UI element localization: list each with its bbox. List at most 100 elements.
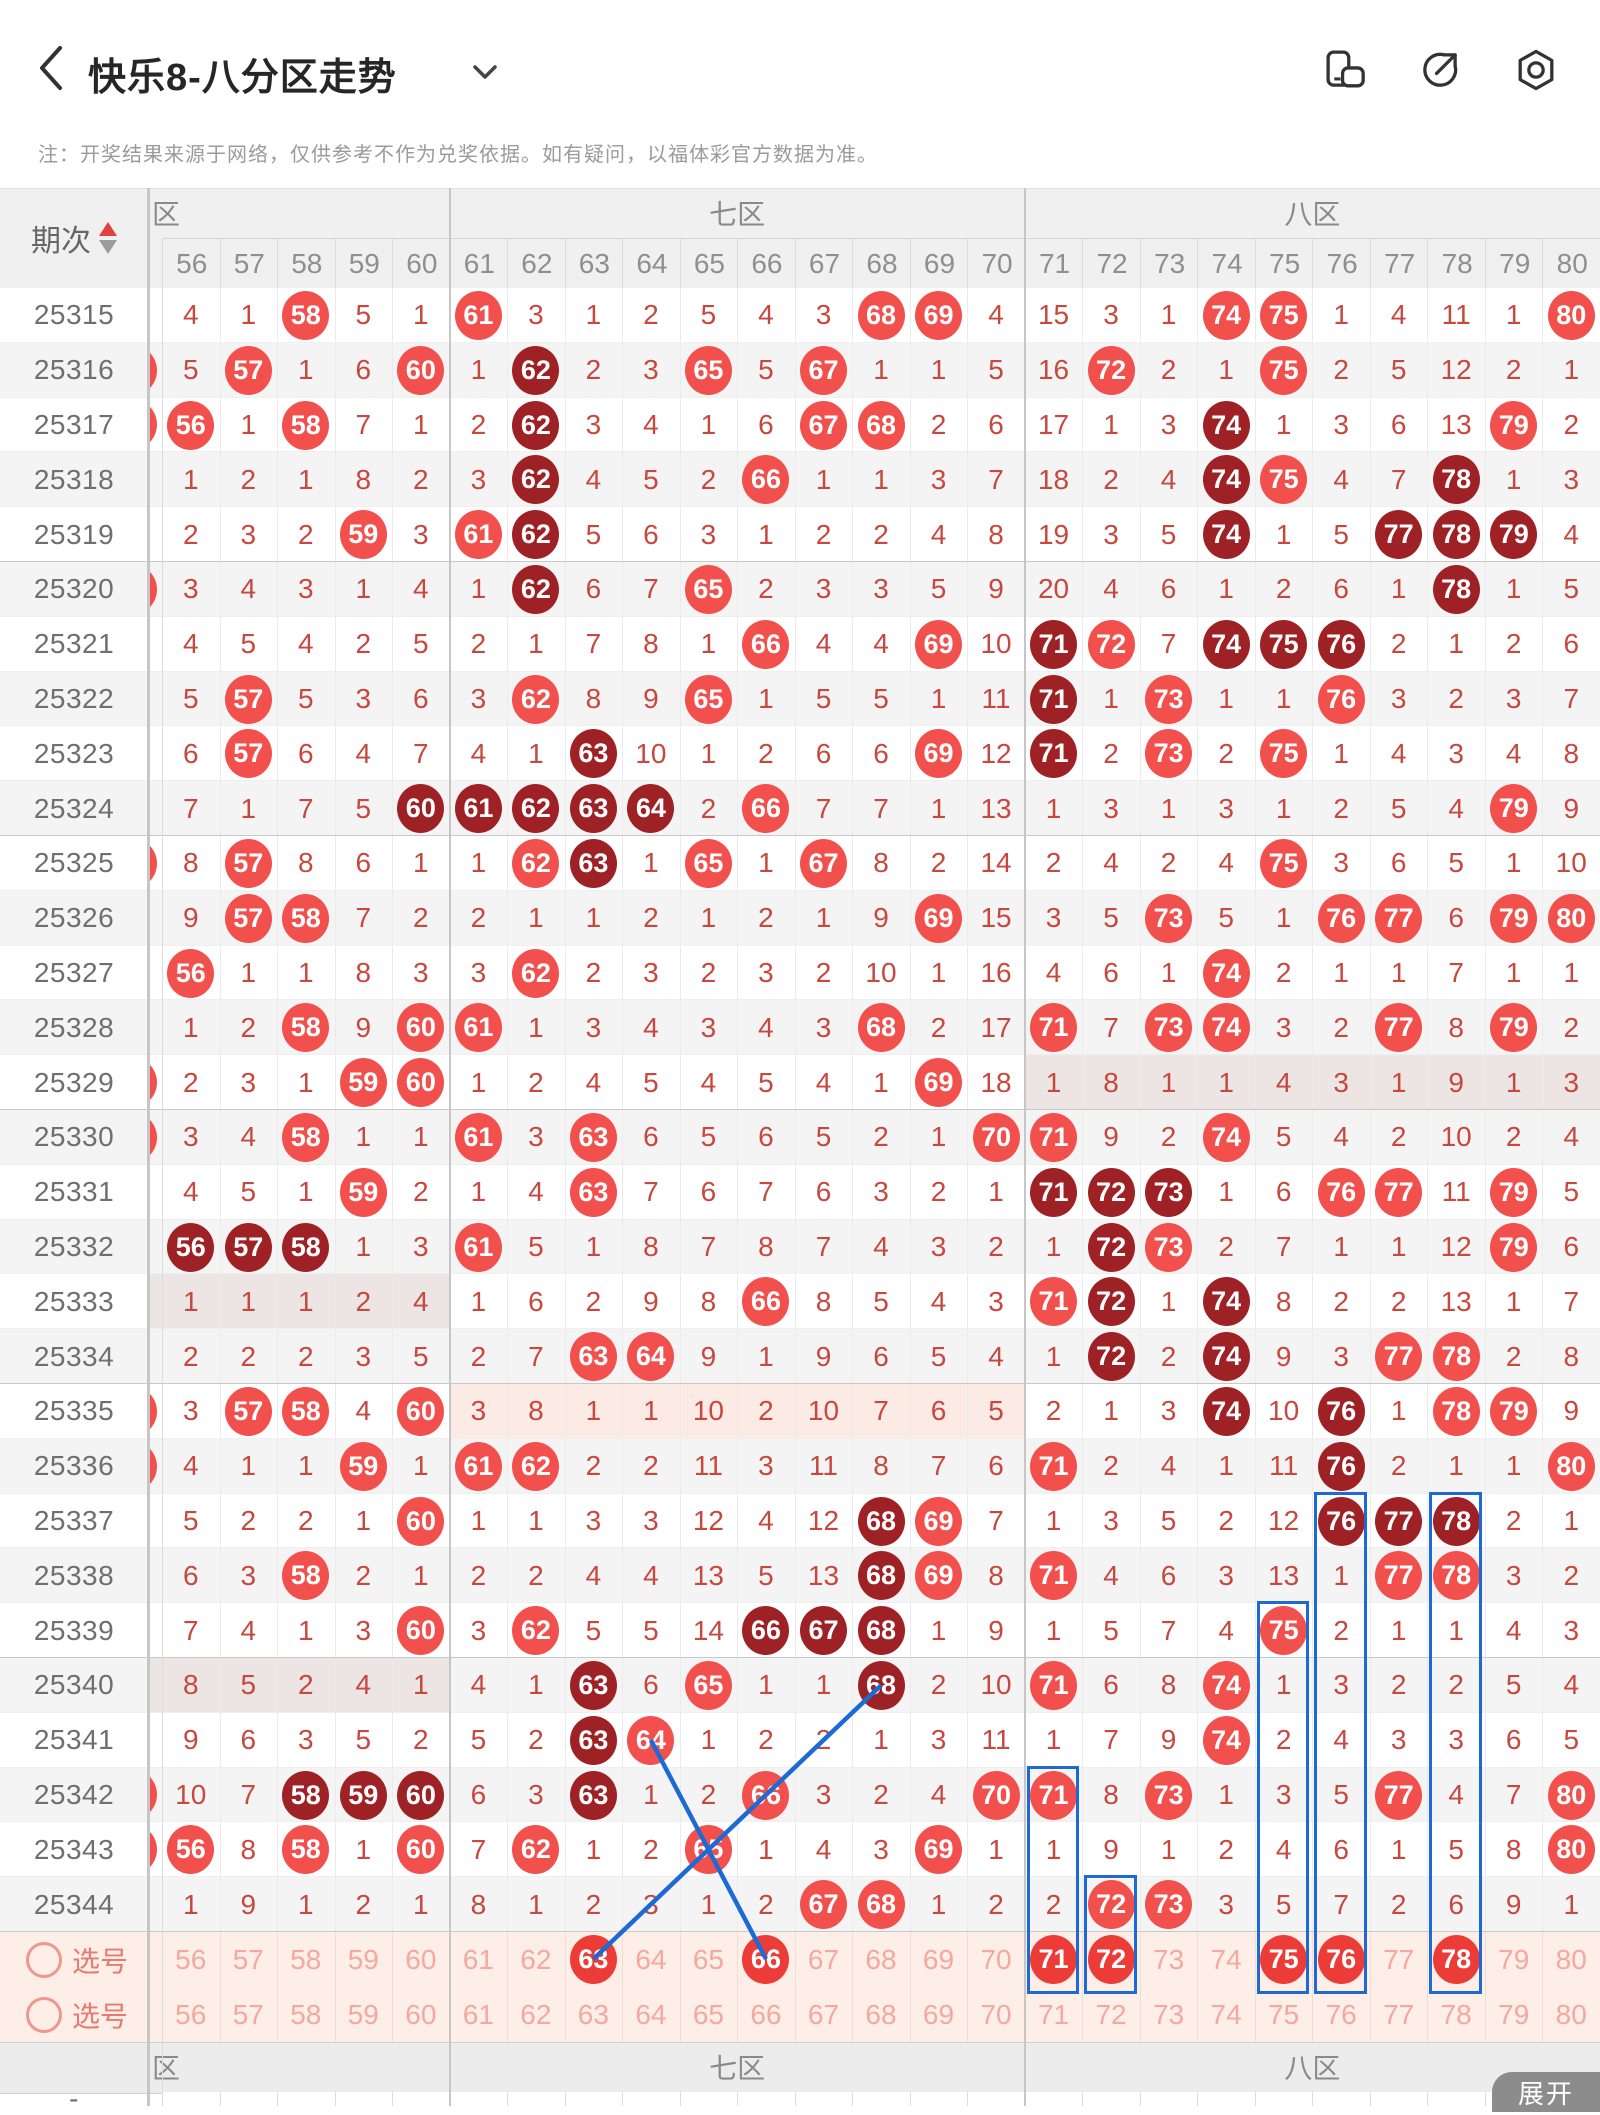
pickable-number-64[interactable]: 64: [635, 1998, 667, 2030]
sort-arrows-icon[interactable]: [99, 222, 117, 254]
pickable-number-63[interactable]: 63: [577, 1998, 609, 2030]
pickable-number-73[interactable]: 73: [1153, 1943, 1185, 1975]
pick-radio-icon[interactable]: [26, 1941, 62, 1978]
cell-border: [794, 1110, 854, 1165]
pickable-number-59[interactable]: 59: [347, 1998, 379, 2030]
pickable-number-73[interactable]: 73: [1153, 1998, 1185, 2030]
pickable-number-61[interactable]: 61: [462, 1943, 494, 1975]
cell-border: [1254, 562, 1314, 617]
miss-count: 2: [1103, 737, 1119, 769]
period-column-header[interactable]: 期次: [0, 188, 148, 288]
pickable-number-66[interactable]: 66: [750, 1998, 782, 2030]
cell-border: [679, 726, 739, 782]
pickable-number-62[interactable]: 62: [520, 1998, 552, 2030]
picked-number-63[interactable]: 63: [569, 1935, 617, 1984]
row-separator: [0, 451, 1600, 453]
pickable-number-75[interactable]: 75: [1268, 1998, 1300, 2030]
pickable-number-77[interactable]: 77: [1383, 1998, 1415, 2030]
pickable-number-71[interactable]: 71: [1037, 1998, 1070, 2030]
miss-count: 3: [470, 463, 487, 495]
cell-border: [1312, 1548, 1371, 1604]
drawn-number-76-25326: 76: [1317, 893, 1365, 943]
miss-count: 11: [1269, 1450, 1299, 1482]
picked-number-72[interactable]: 72: [1087, 1935, 1135, 1984]
pickable-number-69[interactable]: 69: [922, 1998, 955, 2030]
miss-count: 12: [807, 1504, 840, 1536]
pickable-number-72[interactable]: 72: [1095, 1998, 1127, 2030]
pickable-number-80[interactable]: 80: [1555, 1943, 1587, 1975]
pickable-number-64[interactable]: 64: [635, 1943, 667, 1975]
cell-border: [1427, 1548, 1486, 1604]
pickable-number-58[interactable]: 58: [290, 1998, 322, 2030]
cell-border: [507, 1384, 566, 1439]
miss-count: 3: [1160, 1395, 1177, 1427]
drawn-number-80-25315: 80: [1547, 290, 1595, 340]
pickable-number-57[interactable]: 57: [232, 1998, 264, 2030]
cell-border: [1197, 836, 1256, 891]
drawn-number-66-25318: 66: [742, 455, 790, 505]
miss-count: 1: [585, 902, 602, 934]
pickable-number-60[interactable]: 60: [405, 1998, 437, 2030]
miss-count: 8: [585, 682, 602, 714]
back-icon[interactable]: [30, 40, 80, 96]
cell-border: [852, 726, 911, 782]
pickable-number-70[interactable]: 70: [980, 1943, 1012, 1975]
pickable-number-68[interactable]: 68: [865, 1943, 897, 1975]
pickable-number-58[interactable]: 58: [290, 1943, 322, 1975]
cell-border: [1484, 1384, 1544, 1439]
pickable-number-67[interactable]: 67: [807, 1998, 840, 2030]
miss-count: 8: [758, 1230, 774, 1262]
pickable-number-56[interactable]: 56: [175, 1943, 207, 1975]
pickable-number-65[interactable]: 65: [692, 1943, 724, 1975]
pickable-number-70[interactable]: 70: [980, 1998, 1012, 2030]
pickable-number-56[interactable]: 56: [175, 1998, 207, 2030]
cell-border: [219, 1493, 279, 1549]
pickable-number-74[interactable]: 74: [1210, 1998, 1242, 2030]
pickable-number-65[interactable]: 65: [692, 1998, 724, 2030]
drawn-number-80-25342: 80: [1547, 1770, 1595, 1820]
picked-number-78[interactable]: 78: [1432, 1935, 1480, 1984]
picked-number-75[interactable]: 75: [1260, 1935, 1308, 1984]
cell-border: [1197, 1493, 1256, 1549]
expand-button[interactable]: 展开: [1492, 2072, 1600, 2112]
pickable-number-78[interactable]: 78: [1440, 1998, 1472, 2030]
miss-count: 2: [1390, 1888, 1407, 1920]
pick-radio-icon[interactable]: [26, 1996, 62, 2033]
cell-border: [392, 562, 451, 617]
pickable-number-67[interactable]: 67: [807, 1943, 840, 1975]
miss-count: 7: [1103, 1724, 1119, 1756]
pick-row-1-label[interactable]: 选号: [0, 1932, 148, 1987]
chevron-down-icon[interactable]: [470, 62, 500, 89]
cell-border: [909, 1932, 969, 1987]
picked-number-71[interactable]: 71: [1030, 1935, 1078, 1984]
pickable-number-77[interactable]: 77: [1383, 1943, 1415, 1975]
pickable-number-80[interactable]: 80: [1555, 1998, 1587, 2030]
picked-number-76[interactable]: 76: [1317, 1935, 1365, 1984]
pickable-number-62[interactable]: 62: [520, 1943, 552, 1975]
cell-border: [507, 1548, 566, 1604]
miss-count: 7: [815, 792, 832, 824]
miss-count: 4: [585, 1559, 602, 1591]
settings-icon[interactable]: [1514, 48, 1558, 92]
miss-count: 1: [1505, 1066, 1522, 1098]
miss-count: 1: [1160, 792, 1177, 824]
pickable-number-60[interactable]: 60: [405, 1943, 437, 1975]
miss-count: 1: [1333, 299, 1349, 331]
pickable-number-61[interactable]: 61: [462, 1998, 494, 2030]
miss-count: 3: [643, 1888, 659, 1920]
pickable-number-69[interactable]: 69: [922, 1943, 955, 1975]
share-icon[interactable]: [1418, 48, 1462, 92]
row-separator: [0, 1328, 1600, 1330]
pickable-number-74[interactable]: 74: [1210, 1943, 1242, 1975]
cell-border: [1254, 616, 1314, 672]
pick-row-2-label[interactable]: 选号: [0, 1987, 148, 2042]
pickable-number-79[interactable]: 79: [1498, 1943, 1530, 1975]
pickable-number-76[interactable]: 76: [1325, 1998, 1357, 2030]
screen-rotate-icon[interactable]: [1324, 48, 1368, 92]
pickable-number-59[interactable]: 59: [347, 1943, 379, 1975]
pickable-number-68[interactable]: 68: [865, 1998, 897, 2030]
cell-border: [1484, 616, 1544, 672]
pickable-number-57[interactable]: 57: [232, 1943, 264, 1975]
pickable-number-79[interactable]: 79: [1498, 1998, 1530, 2030]
miss-count: 6: [758, 408, 774, 440]
